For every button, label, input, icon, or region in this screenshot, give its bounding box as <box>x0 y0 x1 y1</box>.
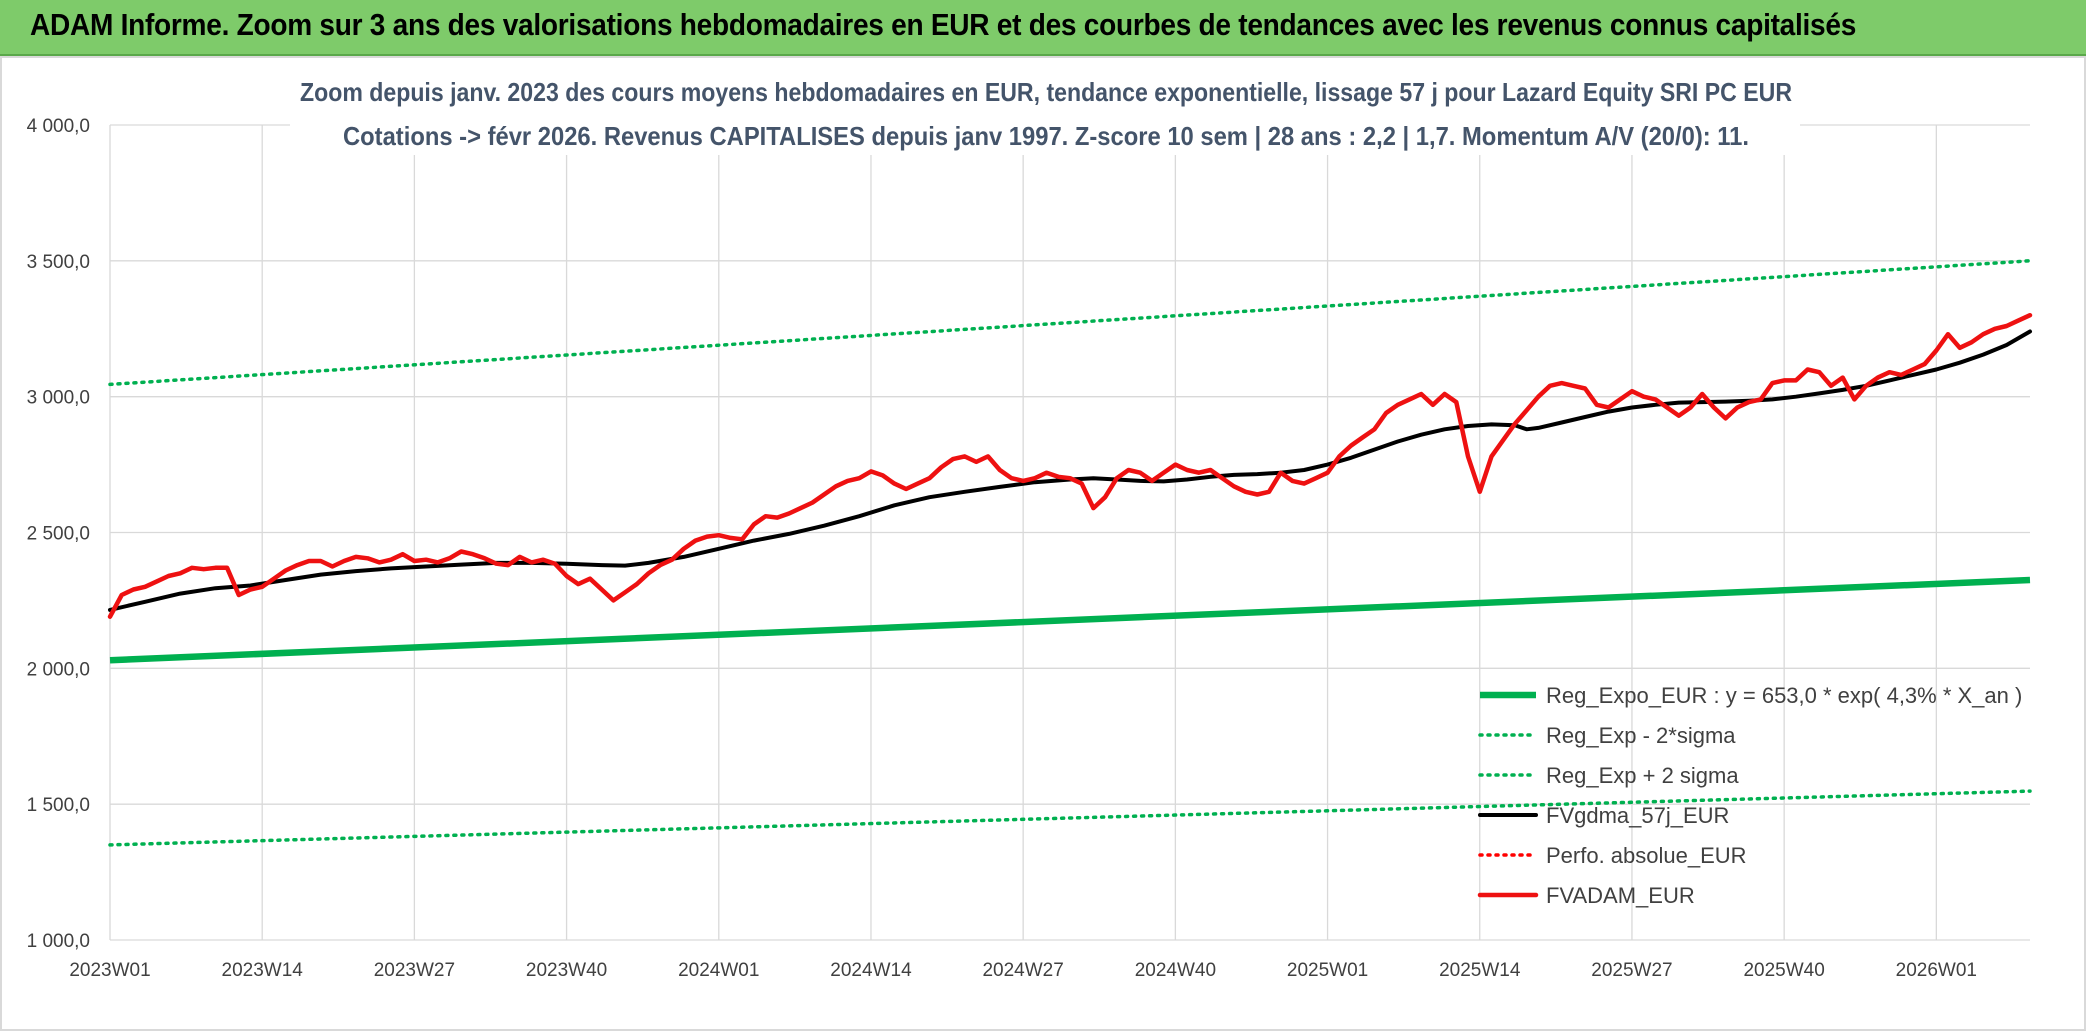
series-line-reg-exp-2-sigma <box>108 259 2032 387</box>
legend-label: FVgdma_57j_EUR <box>1546 803 1729 828</box>
report-title: ADAM Informe. Zoom sur 3 ans des valoris… <box>30 7 1857 42</box>
series-line-fvgdma-57j-eur <box>108 329 2032 612</box>
x-tick-label: 2026W01 <box>1896 960 1977 981</box>
series-line-fvadam-eur <box>107 312 2033 619</box>
y-tick-label: 3 500,0 <box>27 252 90 273</box>
chart-frame: 1 000,0 1 500,0 2 000,0 2 500,0 3 000,0 3 500… <box>0 56 2086 1031</box>
legend-label: FVADAM_EUR <box>1546 883 1695 908</box>
x-tick-label: 2024W40 <box>1135 960 1216 981</box>
y-tick-label: 1 000,0 <box>27 931 90 952</box>
x-tick-label: 2023W01 <box>69 960 150 981</box>
y-tick-label: 2 000,0 <box>27 659 90 680</box>
chart-title-bg <box>290 77 1800 111</box>
chart-title-line: Zoom depuis janv. 2023 des cours moyens … <box>300 77 1792 107</box>
legend-label: Reg_Exp + 2 sigma <box>1546 763 1739 788</box>
y-tick-label: 1 500,0 <box>27 795 90 816</box>
x-tick-label: 2024W01 <box>678 960 759 981</box>
x-tick-label: 2023W27 <box>374 960 455 981</box>
x-tick-label: 2025W01 <box>1287 960 1368 981</box>
x-tick-label: 2023W40 <box>526 960 607 981</box>
legend-label: Reg_Exp - 2*sigma <box>1546 723 1736 748</box>
x-tick-label: 2025W14 <box>1439 960 1521 981</box>
legend-label: Reg_Expo_EUR : y = 653,0 * exp( 4,3% * X… <box>1546 683 2022 708</box>
report-banner: ADAM Informe. Zoom sur 3 ans des valoris… <box>0 0 2086 56</box>
legend-label: Perfo. absolue_EUR <box>1546 843 1747 868</box>
chart-title-line: Cotations -> févr 2026. Revenus CAPITALI… <box>343 121 1749 151</box>
y-tick-label: 2 500,0 <box>27 524 90 545</box>
x-tick-label: 2025W27 <box>1591 960 1672 981</box>
x-tick-label: 2024W14 <box>830 960 912 981</box>
y-tick-label: 3 000,0 <box>27 388 90 409</box>
series-line-reg-expo-eur <box>109 576 2031 664</box>
x-tick-label: 2024W27 <box>982 960 1063 981</box>
valuation-chart: 1 000,0 1 500,0 2 000,0 2 500,0 3 000,0 3 500… <box>27 77 2033 981</box>
chart-title-bg <box>290 121 1800 155</box>
x-tick-label: 2025W40 <box>1743 960 1824 981</box>
x-tick-label: 2023W14 <box>222 960 304 981</box>
y-tick-label: 4 000,0 <box>27 116 90 137</box>
series-line-reg-exp-2-sigma <box>108 789 2032 847</box>
